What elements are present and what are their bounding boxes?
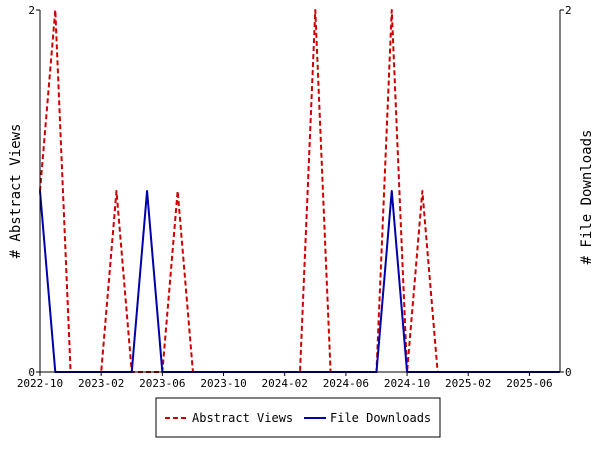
legend-label-file-downloads: File Downloads (330, 411, 431, 425)
y-right-tick-label: 0 (565, 366, 572, 379)
x-tick-label: 2023-02 (78, 377, 124, 390)
series-line-abstract-views (39, 9, 560, 373)
y-right-tick-label: 2 (565, 4, 572, 17)
y-axis-right-label: # File Downloads (579, 130, 595, 265)
y-axis-left-label: # Abstract Views (8, 124, 24, 259)
x-tick-label: 2024-06 (323, 377, 369, 390)
plot-frame (39, 10, 561, 373)
y-axis-left-ticks: 02 (28, 4, 40, 379)
y-left-tick-label: 2 (28, 4, 35, 17)
y-axis-right-ticks: 02 (560, 4, 572, 379)
x-tick-label: 2023-10 (200, 377, 246, 390)
x-tick-label: 2024-02 (262, 377, 308, 390)
x-tick-label: 2025-02 (445, 377, 491, 390)
x-tick-label: 2023-06 (139, 377, 185, 390)
legend: Abstract Views File Downloads (155, 397, 441, 438)
series-line-file-downloads (39, 190, 560, 373)
x-tick-label: 2024-10 (384, 377, 430, 390)
legend-box (155, 397, 441, 438)
series-layer (39, 9, 560, 373)
y-left-tick-label: 0 (28, 366, 35, 379)
x-axis-ticks: 2022-10 2023-02 2023-06 2023-10 2024-02 2024-… (17, 372, 553, 390)
x-tick-label: 2025-06 (506, 377, 552, 390)
x-tick-label: 2022-10 (17, 377, 63, 390)
legend-label-abstract-views: Abstract Views (192, 411, 293, 425)
